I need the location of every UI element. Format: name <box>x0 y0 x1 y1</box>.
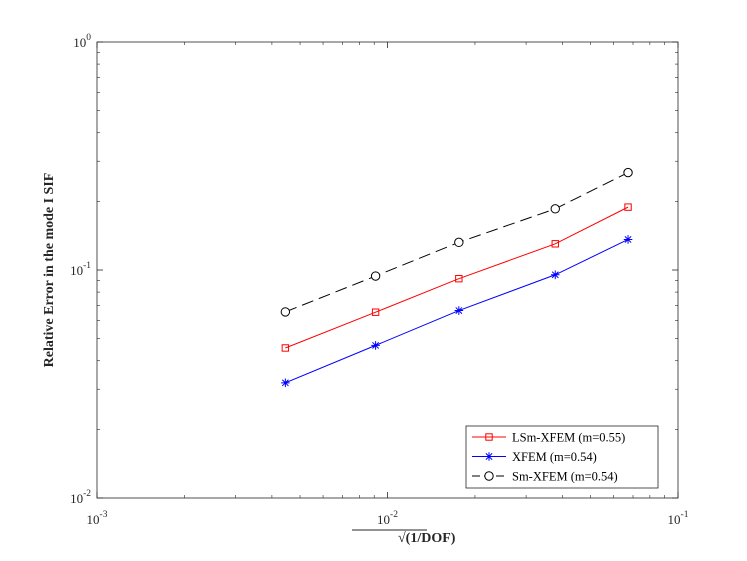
x-tick-label: 10-3 <box>87 510 108 527</box>
series-line <box>285 206 629 349</box>
legend-marker <box>484 471 494 481</box>
data-point <box>280 307 291 317</box>
data-point <box>550 270 560 280</box>
data-point <box>623 167 633 178</box>
legend: LSm-XFEM (m=0.55) XFEM (m=0.54) Sm-XFEM (m… <box>465 425 659 489</box>
x-tick-label: 10-2 <box>377 510 398 527</box>
data-point <box>454 306 464 315</box>
data-point <box>371 308 380 316</box>
data-point <box>551 240 559 248</box>
data-point <box>455 274 463 283</box>
x-axis-label-text: √(1/DOF) <box>398 531 456 546</box>
x-axis-label: √(1/DOF) <box>398 531 456 546</box>
y-tick-label: 10-2 <box>70 489 91 506</box>
legend-marker <box>484 452 494 461</box>
series-2 <box>280 167 633 317</box>
data-point <box>370 271 381 281</box>
legend-marker <box>485 433 493 441</box>
y-tick-label: 10-1 <box>70 261 91 278</box>
data-point <box>624 203 632 211</box>
plot-area <box>96 41 679 499</box>
legend-label: Sm-XFEM (m=0.54) <box>512 470 618 484</box>
minor-ticks <box>97 42 678 498</box>
y-axis: 10-2 10-1 100 <box>70 33 678 506</box>
series-1 <box>281 235 633 388</box>
x-tick-label: 10-1 <box>668 510 689 527</box>
data-point <box>623 235 633 244</box>
data-point <box>454 237 464 248</box>
data-point <box>550 204 560 214</box>
data-point <box>281 378 290 388</box>
y-axis-label: Relative Error in the mode I SIF <box>42 173 57 368</box>
data-point <box>281 344 290 352</box>
y-tick-label: 100 <box>73 33 91 50</box>
legend-label: XFEM (m=0.54) <box>512 450 597 464</box>
series-0 <box>281 203 632 352</box>
y-axis-label-text: Relative Error in the mode I SIF <box>42 173 57 368</box>
x-axis: 10-3 10-2 10-1 <box>87 42 689 527</box>
data-point <box>371 341 380 350</box>
legend-label: LSm-XFEM (m=0.55) <box>512 431 625 445</box>
series-layer <box>280 167 633 388</box>
